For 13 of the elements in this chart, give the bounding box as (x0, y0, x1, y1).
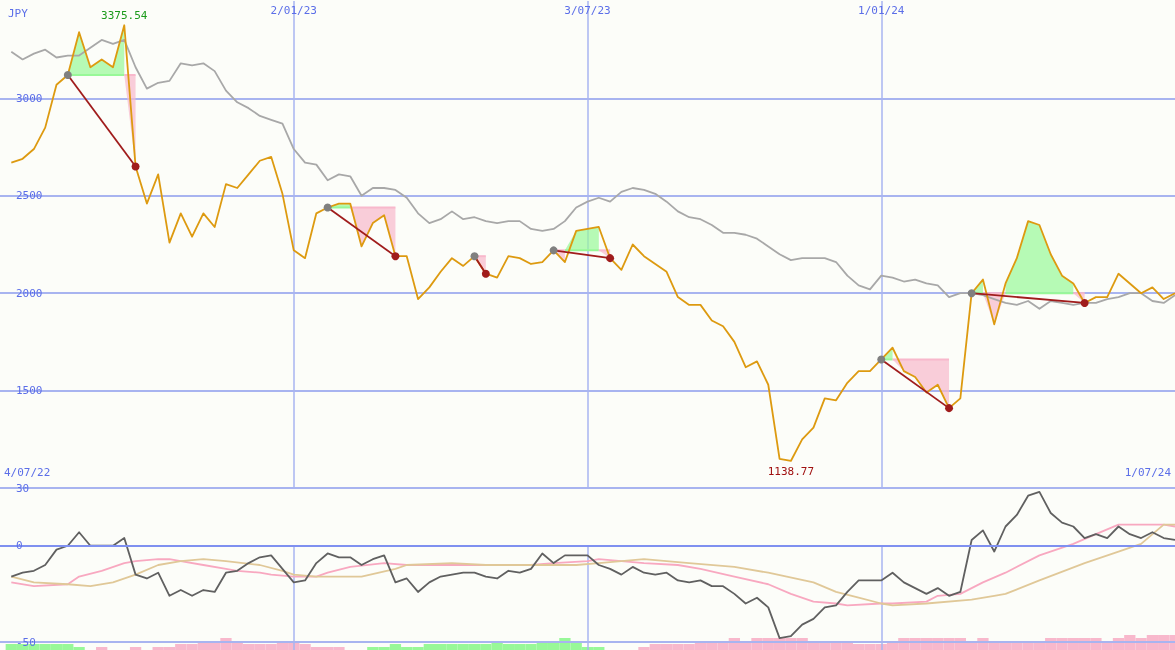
y-tick-label: 1500 (16, 384, 43, 398)
y-tick-label: 3000 (16, 91, 43, 105)
annotation: 3375.54 (101, 9, 148, 23)
annotation: 1/07/24 (1124, 466, 1172, 479)
y-tick-label: 30 (16, 481, 30, 495)
y-tick-label: 2500 (16, 189, 43, 203)
annotation: 4/07/22 (4, 466, 51, 479)
annotation: 1138.77 (767, 465, 815, 478)
x-tick-label: 1/01/24 (858, 4, 905, 17)
y-axis-title: JPY (8, 7, 29, 20)
y-tick-label: 2000 (16, 286, 43, 300)
x-tick-label: 3/07/23 (564, 4, 611, 17)
x-tick-label: 2/01/23 (270, 4, 317, 17)
